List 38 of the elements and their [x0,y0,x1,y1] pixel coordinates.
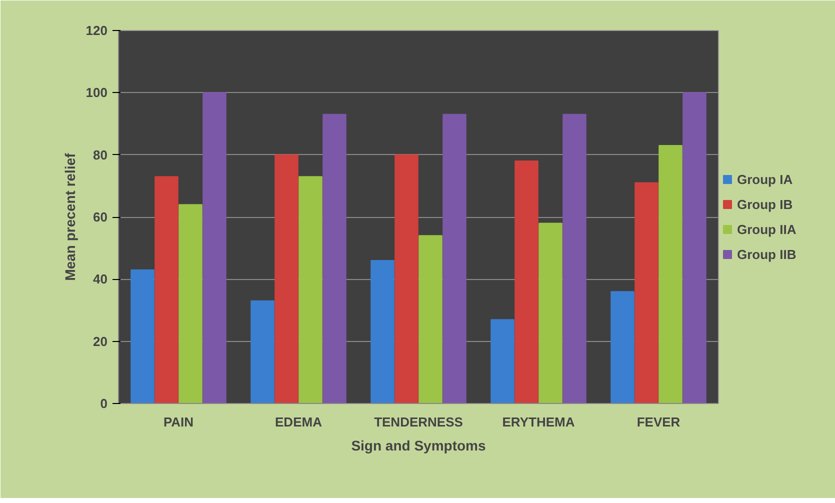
y-tick-label: 100 [86,85,108,100]
bar [490,319,514,404]
bar [514,160,538,404]
bar [202,92,226,404]
bar [442,114,466,404]
bar [538,222,562,404]
bar [418,235,442,404]
legend-label: Group IIA [737,222,796,236]
y-tick-label: 120 [86,23,108,38]
y-axis-title: Mean precent relief [62,152,78,281]
bar [322,114,346,404]
bar [562,114,586,404]
x-tick-label: TENDERNESS [374,414,464,430]
y-tick-label: 0 [100,396,108,411]
y-tick-label: 80 [93,147,108,162]
bar [250,300,274,404]
bar [658,145,682,404]
legend-label: Group IB [737,196,793,212]
x-axis-title: Sign and Symptoms [351,438,486,454]
bar [610,291,634,404]
bar [298,176,322,404]
bar [274,154,298,404]
x-tick-label: PAIN [163,414,194,430]
x-tick-label: ERYTHEMA [502,414,576,430]
bar [130,269,154,404]
bar [154,176,178,404]
bar [682,92,706,404]
x-tick-label: EDEMA [275,414,323,430]
x-tick-label: FEVER [636,414,681,430]
legend-label: Group IIB [737,246,796,262]
y-tick-label: 60 [93,210,108,224]
y-tick-label: 20 [93,334,108,349]
legend-label: Group IA [737,172,793,186]
bar [178,204,202,404]
bar [634,182,658,404]
bar [394,154,418,404]
bar [370,260,394,404]
y-tick-label: 40 [93,272,108,287]
